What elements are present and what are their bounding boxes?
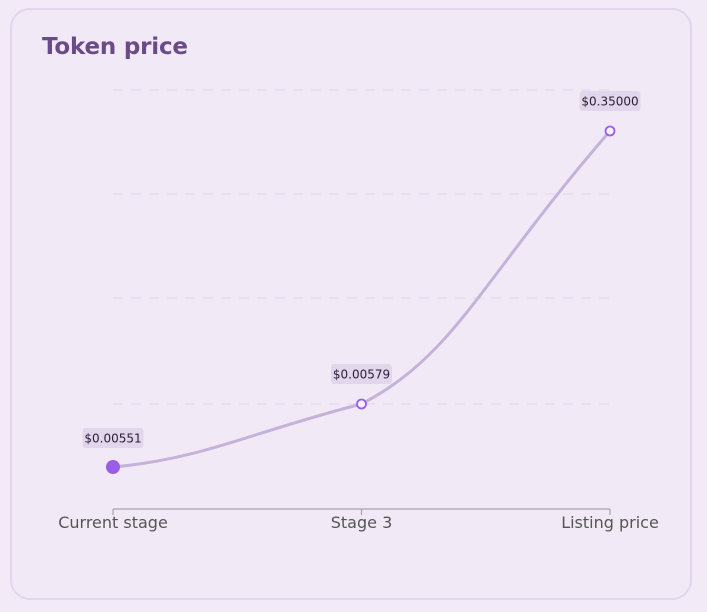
data-point-current-stage (106, 460, 120, 474)
x-tick-label-2: Stage 3 (331, 513, 393, 532)
price-line (111, 129, 612, 469)
data-label-1: $0.00551 (84, 432, 141, 446)
x-axis: Current stage Stage 3 Listing price (58, 508, 659, 532)
data-label-2: $0.00579 (333, 368, 390, 382)
data-point-listing-price (604, 125, 616, 137)
token-price-card (10, 8, 692, 600)
data-point-stage-3 (356, 398, 367, 410)
card-title: Token price (42, 34, 188, 60)
data-label-bg-2 (331, 364, 392, 384)
data-label-bg-3 (579, 91, 641, 111)
data-points (106, 125, 616, 474)
grid-lines (113, 89, 610, 405)
x-tick-label-1: Current stage (58, 513, 168, 532)
price-series (111, 129, 612, 469)
data-labels: $0.00551 $0.00579 $0.35000 (82, 91, 641, 448)
x-tick-label-3: Listing price (561, 513, 659, 532)
data-label-3: $0.35000 (581, 95, 638, 109)
data-label-bg-1 (82, 428, 144, 448)
